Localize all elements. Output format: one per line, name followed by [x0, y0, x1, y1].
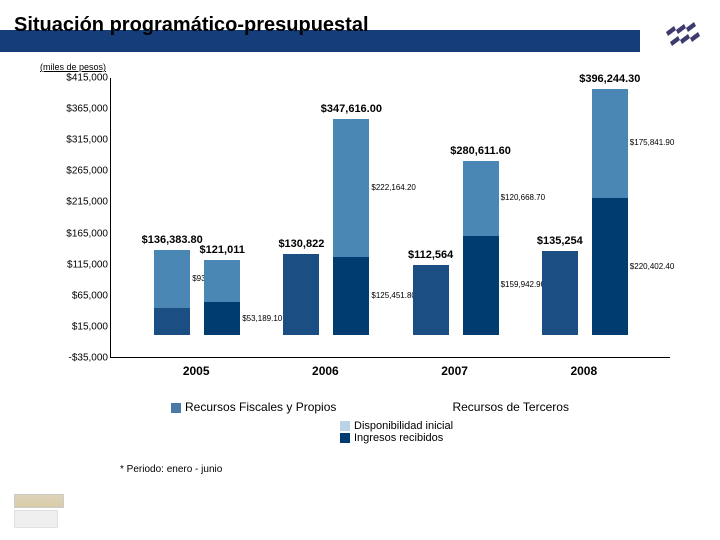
x-category-label: 2006 [255, 364, 395, 378]
segment-value-label: $222,164.20 [371, 183, 416, 192]
plot-area: $93,194.70$136,383.80$53,189.10$121,011$… [110, 78, 670, 358]
y-tick: $315,000 [48, 135, 108, 146]
x-category-label: 2008 [514, 364, 654, 378]
chart-subtitle: (miles de pesos) [40, 62, 106, 72]
legend-swatch-ingr [340, 433, 350, 443]
segment-value-label: $159,942.90 [501, 280, 546, 289]
bar-segment-top [592, 89, 628, 198]
segment-value-label: $120,668.70 [501, 193, 546, 202]
legend-segment-ingr: Ingresos recibidos [340, 432, 453, 444]
year-cluster: $112,564 $120,668.70$159,942.90$280,611.6… [413, 77, 499, 357]
y-tick: $215,000 [48, 197, 108, 208]
bar-rt: $93,194.70$136,383.80 [154, 77, 190, 357]
bar-rt: $130,822 [283, 77, 319, 357]
bar-fp: $120,668.70$159,942.90$280,611.60 [463, 77, 499, 357]
legend-series-fp: Recursos Fiscales y Propios [171, 400, 336, 414]
legend-label-ingr: Ingresos recibidos [354, 432, 443, 444]
x-category-label: 2007 [385, 364, 525, 378]
bar-total-label: $347,616.00 [291, 103, 411, 115]
legend-segments: Disponibilidad inicial Ingresos recibido… [340, 420, 453, 444]
bar-segment-bottom [333, 257, 369, 335]
legend-swatch-disp [340, 421, 350, 431]
bar-total-label: $280,611.60 [421, 145, 541, 157]
year-cluster: $93,194.70$136,383.80 $53,189.10$121,011 [154, 77, 240, 357]
y-tick: $65,000 [48, 290, 108, 301]
legend-series: Recursos Fiscales y Propios Recursos de … [120, 400, 620, 414]
bar-segment-top [154, 250, 190, 308]
footnote: * Periodo: enero - junio [120, 464, 222, 475]
bar-fp: $222,164.20$125,451.80$347,616.00 [333, 77, 369, 357]
y-tick: $115,000 [48, 259, 108, 270]
bar-fp: $53,189.10$121,011 [204, 77, 240, 357]
bar-segment-bottom [542, 251, 578, 335]
gov-crest-icon [14, 494, 64, 530]
bar-segment-bottom [204, 302, 240, 335]
page-title: Situación programático-presupuestal [14, 14, 369, 37]
bar-segment-bottom [283, 254, 319, 335]
bar-rt: $135,254 [542, 77, 578, 357]
budget-chart: $93,194.70$136,383.80$53,189.10$121,011$… [40, 78, 680, 388]
y-tick: -$35,000 [48, 353, 108, 364]
y-tick: $15,000 [48, 321, 108, 332]
x-category-label: 2005 [126, 364, 266, 378]
bar-total-label: $396,244.30 [550, 73, 670, 85]
title-bar: Situación programático-presupuestal [0, 10, 720, 52]
year-cluster: $130,822 $222,164.20$125,451.80$347,616.0… [283, 77, 369, 357]
bar-segment-bottom [154, 308, 190, 335]
legend-segment-disp: Disponibilidad inicial [340, 420, 453, 432]
year-cluster: $135,254 $175,841.90$220,402.40$396,244.3… [542, 77, 628, 357]
y-tick: $165,000 [48, 228, 108, 239]
bar-segment-top [333, 119, 369, 257]
y-tick: $415,000 [48, 73, 108, 84]
bar-segment-bottom [592, 198, 628, 335]
bar-segment-top [463, 161, 499, 236]
segment-value-label: $175,841.90 [630, 138, 675, 147]
bar-rt: $112,564 [413, 77, 449, 357]
segment-value-label: $125,451.80 [371, 291, 416, 300]
bar-segment-top [204, 260, 240, 302]
y-tick: $365,000 [48, 104, 108, 115]
legend-series-rt: Recursos de Terceros [438, 400, 569, 414]
brand-logo-icon [662, 20, 702, 52]
y-tick: $265,000 [48, 166, 108, 177]
bar-segment-bottom [413, 265, 449, 335]
bar-fp: $175,841.90$220,402.40$396,244.30 [592, 77, 628, 357]
bar-segment-bottom [463, 236, 499, 336]
legend-label-disp: Disponibilidad inicial [354, 420, 453, 432]
segment-value-label: $220,402.40 [630, 262, 675, 271]
segment-value-label: $53,189.10 [242, 314, 282, 323]
